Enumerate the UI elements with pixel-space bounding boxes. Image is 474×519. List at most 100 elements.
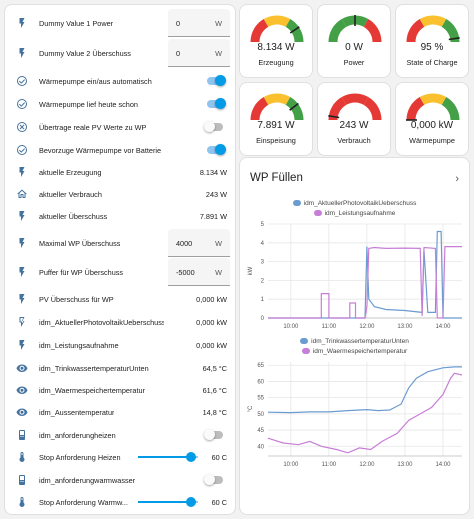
slider-value: 60 C xyxy=(211,498,227,507)
y-tick-label: 1 xyxy=(261,297,265,303)
input-unit: W xyxy=(215,239,222,248)
entity-state: 61,6 °C xyxy=(202,386,227,395)
gauge-card[interactable]: 0 W Power xyxy=(317,4,391,78)
entity-row[interactable]: aktueller Verbrauch 243 W xyxy=(5,186,235,202)
gauge-card[interactable]: 7.891 W Einspeisung xyxy=(239,82,313,156)
slider-thumb[interactable] xyxy=(186,452,197,462)
number-input[interactable]: 4000 W xyxy=(168,229,230,257)
gauge-label: Power xyxy=(343,58,365,67)
remote-icon xyxy=(15,473,29,487)
y-tick-label: 5 xyxy=(261,222,265,228)
gauge-needle xyxy=(289,102,299,111)
legend-item[interactable]: idm_Leistungsaufnahme xyxy=(313,210,395,217)
gauge-value: 8.134 W xyxy=(257,42,295,53)
entity-row[interactable]: Dummy Value 1 Power 0 W xyxy=(5,9,235,37)
toggle-switch[interactable] xyxy=(207,144,226,155)
gauge-segment xyxy=(441,97,460,121)
gauge-card[interactable]: 0,000 kW Wärmepumpe xyxy=(395,82,469,156)
gauge-dial xyxy=(250,15,304,43)
gauge-card[interactable]: 8.134 W Erzeugung xyxy=(239,4,313,78)
gauge-needle xyxy=(328,114,340,119)
eye-icon xyxy=(15,383,29,397)
entity-row[interactable]: Übertrage reale PV Werte zu WP xyxy=(5,119,235,135)
entity-row[interactable]: Stop Anforderung Heizen 60 C xyxy=(5,449,235,465)
flash-icon xyxy=(15,209,29,223)
series-line xyxy=(268,230,462,319)
entity-row[interactable]: Dummy Value 2 Überschuss 0 W xyxy=(5,39,235,67)
y-tick-label: 50 xyxy=(257,412,264,418)
input-value: 0 xyxy=(176,49,181,58)
gauge-segment xyxy=(250,19,269,43)
entity-row[interactable]: Maximal WP Überschuss 4000 W xyxy=(5,229,235,257)
toggle-switch[interactable] xyxy=(204,121,223,132)
y-tick-label: 65 xyxy=(257,363,264,369)
close-circle-icon xyxy=(15,120,29,134)
gauge-dial xyxy=(328,93,382,121)
entity-row[interactable]: Stop Anforderung Warmw... 60 C xyxy=(5,494,235,510)
toggle-switch[interactable] xyxy=(207,98,226,109)
gauge-segment xyxy=(263,93,291,106)
entity-row[interactable]: idm_AktuellerPhotovoltaikUeberschuss 0,00… xyxy=(5,314,235,330)
gauge-label: Verbrauch xyxy=(337,136,371,145)
check-circle-icon xyxy=(15,143,29,157)
gauge-label: State of Charge xyxy=(406,58,458,67)
entity-state: 14,8 °C xyxy=(202,408,227,417)
entity-row[interactable]: idm_Leistungsaufnahme 0,000 kW xyxy=(5,337,235,353)
eye-icon xyxy=(15,405,29,419)
gauge-segment xyxy=(285,19,304,43)
toggle-knob[interactable] xyxy=(215,98,226,109)
flash-icon xyxy=(15,338,29,352)
entity-row[interactable]: aktuelle Erzeugung 8.134 W xyxy=(5,164,235,180)
entity-row[interactable]: Puffer für WP Überschuss -5000 W xyxy=(5,258,235,286)
entity-state: 7.891 W xyxy=(199,212,227,221)
entity-state: 243 W xyxy=(205,190,227,199)
entity-name: Dummy Value 1 Power xyxy=(39,19,114,28)
gauge-value: 7.891 W xyxy=(257,120,295,131)
legend-item[interactable]: idm_Waermespeichertemperatur xyxy=(301,348,407,355)
number-input[interactable]: -5000 W xyxy=(168,258,230,286)
entity-row[interactable]: idm_anforderungwarmwasser xyxy=(5,472,235,488)
eye-icon xyxy=(15,361,29,375)
toggle-knob[interactable] xyxy=(204,474,215,485)
x-tick-label: 12:00 xyxy=(359,324,375,330)
entity-row[interactable]: Wärmepumpe ein/aus automatisch xyxy=(5,73,235,89)
entity-row[interactable]: idm_anforderungheizen xyxy=(5,427,235,443)
entity-name: idm_Leistungsaufnahme xyxy=(39,341,119,350)
temperature-slider[interactable] xyxy=(138,452,198,462)
x-tick-label: 13:00 xyxy=(397,324,413,330)
entity-row[interactable]: aktueller Überschuss 7.891 W xyxy=(5,208,235,224)
series-line xyxy=(267,372,463,454)
graph-title: WP Füllen xyxy=(250,172,303,184)
toggle-switch[interactable] xyxy=(204,429,223,440)
entity-row[interactable]: Wärmepumpe lief heute schon xyxy=(5,96,235,112)
gauge-segment xyxy=(341,93,369,106)
flash-icon xyxy=(15,265,29,279)
gauge-card[interactable]: 243 W Verbrauch xyxy=(317,82,391,156)
x-tick-label: 14:00 xyxy=(435,324,451,330)
toggle-knob[interactable] xyxy=(204,429,215,440)
check-circle-icon xyxy=(15,74,29,88)
gauge-label: Wärmepumpe xyxy=(409,136,455,145)
entity-row[interactable]: idm_TrinkwassertemperaturUnten 64,5 °C xyxy=(5,360,235,376)
toggle-knob[interactable] xyxy=(204,121,215,132)
entity-row[interactable]: Bevorzuge Wärmepumpe vor Batterie xyxy=(5,142,235,158)
x-tick-label: 13:00 xyxy=(397,462,413,468)
gauge-segment xyxy=(406,97,425,121)
entity-row[interactable]: idm_Waermespeichertemperatur 61,6 °C xyxy=(5,382,235,398)
slider-thumb[interactable] xyxy=(186,497,197,507)
gauge-card[interactable]: 95 % State of Charge xyxy=(395,4,469,78)
toggle-switch[interactable] xyxy=(204,474,223,485)
entities-card: Dummy Value 1 Power 0 W Dummy Value 2 Übers… xyxy=(4,4,236,515)
entity-row[interactable]: PV Überschuss für WP 0,000 kW xyxy=(5,291,235,307)
toggle-knob[interactable] xyxy=(215,75,226,86)
toggle-switch[interactable] xyxy=(207,75,226,86)
toggle-knob[interactable] xyxy=(215,144,226,155)
legend-item[interactable]: idm_AktuellerPhotovoltaikUeberschuss xyxy=(292,200,416,207)
legend-item[interactable]: idm_TrinkwassertemperaturUnten xyxy=(300,338,409,345)
chevron-right-icon[interactable]: › xyxy=(455,173,459,185)
entity-row[interactable]: idm_Aussentemperatur 14,8 °C xyxy=(5,404,235,420)
temperature-slider[interactable] xyxy=(138,497,198,507)
home-icon xyxy=(15,187,29,201)
